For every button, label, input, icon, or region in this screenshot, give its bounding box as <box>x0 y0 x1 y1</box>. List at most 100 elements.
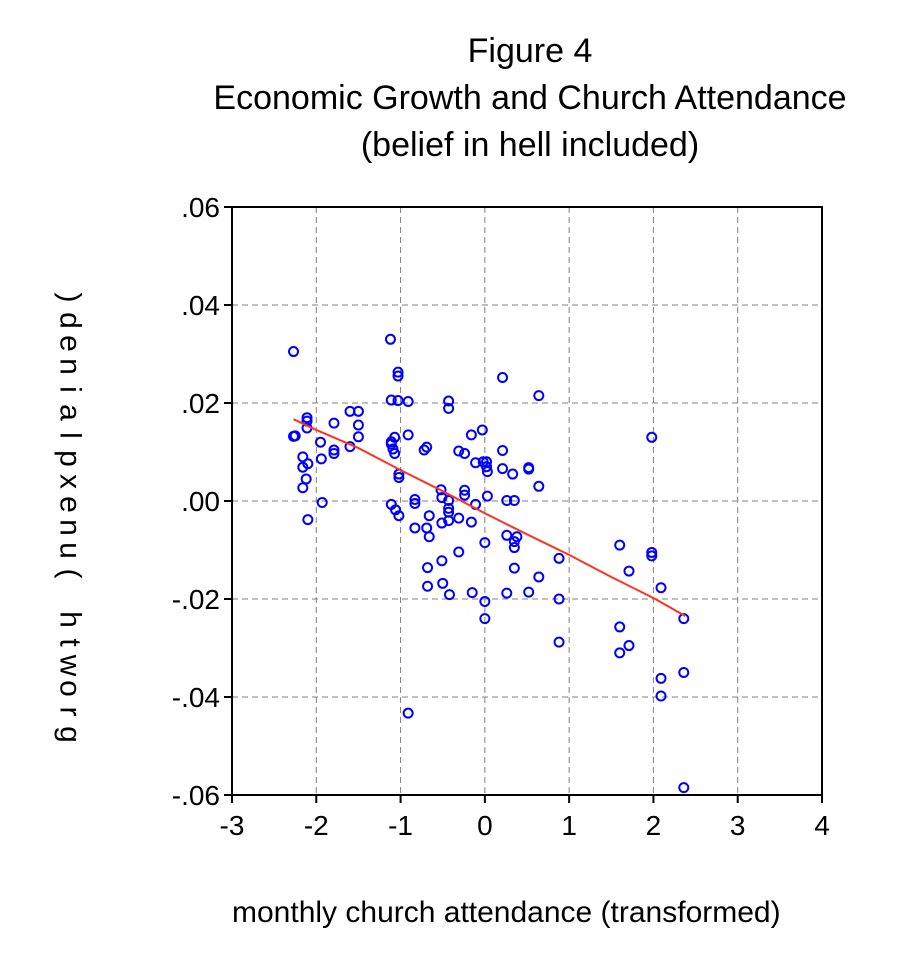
x-tick-label: 2 <box>646 810 662 841</box>
data-point <box>297 482 309 494</box>
data-point <box>402 396 414 408</box>
data-point <box>352 419 364 431</box>
data-point <box>508 495 520 507</box>
data-point <box>523 586 535 598</box>
y-tick-label: .00 <box>181 486 220 517</box>
data-point <box>497 445 509 457</box>
y-axis-ticks: .06 .04 .02 .00 -.02 -.04 -.06 <box>172 192 232 811</box>
data-point <box>655 582 667 594</box>
chart-title: Figure 4 <box>467 32 593 70</box>
data-point <box>443 395 455 407</box>
data-point <box>437 577 449 589</box>
data-point <box>476 424 488 436</box>
chart-subtitle-line-2: (belief in hell included) <box>360 126 700 164</box>
x-tick-label: -1 <box>388 810 413 841</box>
data-point <box>421 522 433 534</box>
data-point <box>453 546 465 558</box>
data-point <box>533 480 545 492</box>
data-point <box>479 595 491 607</box>
data-point <box>421 441 433 453</box>
x-axis-label: monthly church attendance (transformed) <box>232 896 781 929</box>
data-point <box>646 546 658 558</box>
data-point <box>655 690 667 702</box>
data-point <box>678 782 690 794</box>
y-tick-label: .02 <box>181 388 220 419</box>
y-tick-label: -.04 <box>172 682 220 713</box>
data-point <box>481 461 493 473</box>
data-point <box>443 502 455 514</box>
data-point <box>511 531 523 543</box>
data-point <box>523 463 535 475</box>
data-point <box>302 514 314 526</box>
data-point <box>352 405 364 417</box>
data-point <box>328 417 340 429</box>
data-point <box>352 431 364 443</box>
data-point <box>453 445 465 457</box>
y-tick-label: -.02 <box>172 584 220 615</box>
data-point <box>418 444 430 456</box>
data-point <box>443 589 455 601</box>
data-point <box>646 550 658 562</box>
data-point <box>508 562 520 574</box>
data-point <box>302 458 314 470</box>
y-tick-label: -.06 <box>172 780 220 811</box>
data-point <box>297 451 309 463</box>
data-point <box>392 370 404 382</box>
data-point <box>470 457 482 469</box>
data-point <box>402 429 414 441</box>
fit-line <box>293 418 686 618</box>
data-point <box>384 333 396 345</box>
data-point <box>393 510 405 522</box>
data-point <box>393 471 405 483</box>
data-point <box>288 346 300 358</box>
data-point <box>422 562 434 574</box>
y-axis-label-char: g <box>53 726 87 743</box>
x-tick-label: 1 <box>561 810 577 841</box>
data-point <box>316 496 328 508</box>
data-point <box>443 402 455 414</box>
data-point <box>479 537 491 549</box>
data-point <box>459 489 471 501</box>
data-point <box>481 490 493 502</box>
data-point <box>422 580 434 592</box>
data-point <box>436 555 448 567</box>
x-tick-label: 4 <box>814 810 830 841</box>
data-point <box>497 372 509 384</box>
data-point <box>409 494 421 506</box>
data-point <box>300 473 312 485</box>
data-point <box>501 587 513 599</box>
data-point <box>436 517 448 529</box>
data-point <box>402 707 414 719</box>
data-point <box>443 495 455 507</box>
data-point <box>301 412 313 424</box>
x-axis-ticks: -3 -2 -1 0 1 2 3 4 <box>220 795 830 841</box>
data-point <box>409 497 421 509</box>
y-tick-label: .04 <box>181 290 220 321</box>
data-point <box>646 431 658 443</box>
data-point <box>507 468 519 480</box>
data-point <box>655 672 667 684</box>
chart-subtitle-line-1: Economic Growth and Church Attendance <box>213 79 847 117</box>
data-point <box>315 436 326 448</box>
data-point <box>508 542 520 554</box>
data-point <box>553 593 565 605</box>
data-point <box>289 430 301 442</box>
data-point <box>315 453 327 465</box>
y-tick-label: .06 <box>181 192 220 223</box>
data-point <box>466 587 478 599</box>
data-point <box>614 539 626 551</box>
data-point <box>389 447 401 459</box>
grid-lines <box>232 207 822 795</box>
data-points <box>288 333 690 794</box>
data-point <box>459 484 471 496</box>
data-point <box>678 667 690 678</box>
x-tick-label: -2 <box>304 810 329 841</box>
data-point <box>459 447 471 459</box>
data-point <box>392 395 404 407</box>
data-point <box>328 447 340 459</box>
data-point <box>328 444 340 456</box>
data-point <box>443 515 455 527</box>
data-point <box>465 516 477 528</box>
